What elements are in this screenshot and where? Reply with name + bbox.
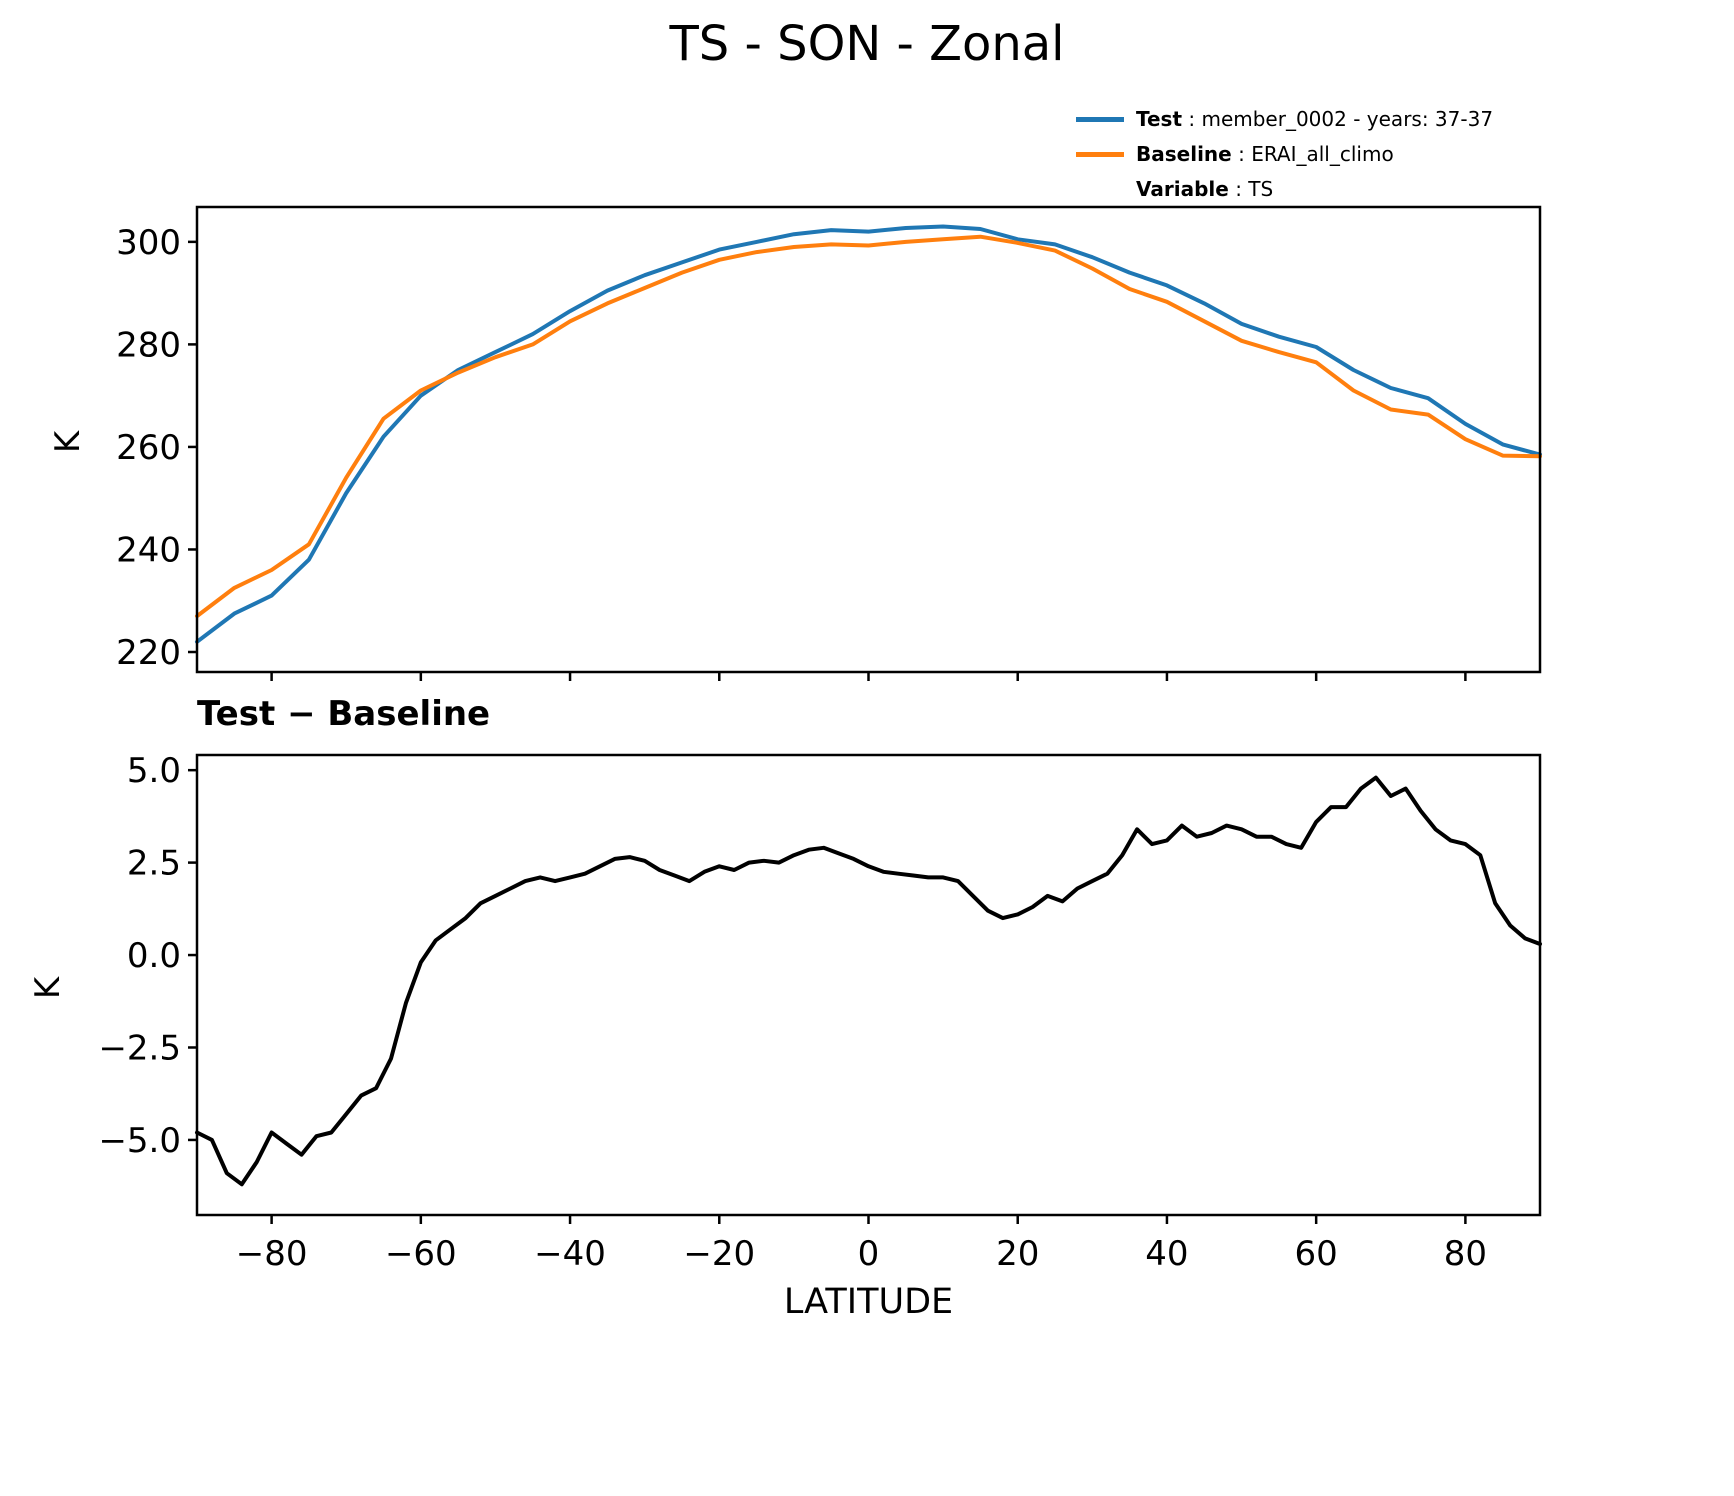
x-tick-label: −60 [385, 1234, 457, 1274]
legend-text-test: Test : member_0002 - years: 37-37 [1136, 107, 1493, 131]
y-tick-label: −5.0 [98, 1121, 181, 1161]
legend: Test : member_0002 - years: 37-37 Baseli… [1076, 106, 1493, 211]
x-tick-label: 60 [1295, 1234, 1338, 1274]
y-tick-label: 240 [116, 530, 181, 570]
series-line-test [195, 224, 1542, 644]
legend-text-variable: Variable : TS [1136, 177, 1273, 201]
baseline-line-swatch [1076, 151, 1124, 157]
plot-border [195, 205, 1542, 674]
y-tick-label: −2.5 [98, 1028, 181, 1068]
test-line-swatch [1076, 116, 1124, 122]
bottom-y-axis-label: K [28, 976, 68, 1000]
legend-label-baseline: Baseline [1136, 142, 1232, 166]
y-tick-label: 2.5 [127, 844, 181, 884]
x-tick-label: −40 [534, 1234, 606, 1274]
x-tick-label: 20 [996, 1234, 1039, 1274]
y-tick-label: 5.0 [127, 751, 181, 791]
series-line-baseline [195, 234, 1542, 619]
legend-value-test: : member_0002 - years: 37-37 [1182, 107, 1494, 131]
y-tick-label: 220 [116, 633, 181, 673]
x-tick-label: 80 [1444, 1234, 1487, 1274]
legend-item-test: Test : member_0002 - years: 37-37 [1076, 106, 1493, 132]
plot-border [195, 753, 1542, 1217]
legend-label-variable: Variable [1136, 177, 1229, 201]
difference-plot-title: Test − Baseline [197, 694, 491, 734]
legend-value-baseline: : ERAI_all_climo [1231, 142, 1394, 166]
x-tick-label: 0 [858, 1234, 880, 1274]
top-y-axis-label: K [48, 430, 88, 454]
legend-item-variable: Variable : TS [1076, 176, 1493, 202]
legend-item-baseline: Baseline : ERAI_all_climo [1076, 141, 1493, 167]
legend-label-test: Test [1136, 107, 1183, 131]
x-tick-label: −80 [236, 1234, 308, 1274]
x-tick-label: −20 [683, 1234, 755, 1274]
bottom-plot-canvas: −80 −60 −40 −20 0 20 40 60 80 5.0 2.5 0.0 −2.5 −5.0 [98, 751, 1542, 1274]
legend-value-variable: : TS [1228, 177, 1274, 201]
y-tick-label: 260 [116, 428, 181, 468]
top-plot-panel: 220 240 260 280 300 [116, 205, 1542, 681]
y-tick-label: 300 [116, 223, 181, 263]
figure-title: TS - SON - Zonal [669, 16, 1065, 72]
y-tick-label: 0.0 [127, 936, 181, 976]
x-tick-label: 40 [1145, 1234, 1188, 1274]
legend-text-baseline: Baseline : ERAI_all_climo [1136, 142, 1394, 166]
series-line-test-baseline [195, 775, 1542, 1187]
x-axis-label: LATITUDE [783, 1282, 954, 1322]
bottom-plot-panel: −80 −60 −40 −20 0 20 40 60 80 5.0 2.5 0.0 −2.5 −5.0 [98, 751, 1542, 1274]
y-tick-label: 280 [116, 325, 181, 365]
top-plot-canvas: 220 240 260 280 300 [116, 205, 1542, 681]
